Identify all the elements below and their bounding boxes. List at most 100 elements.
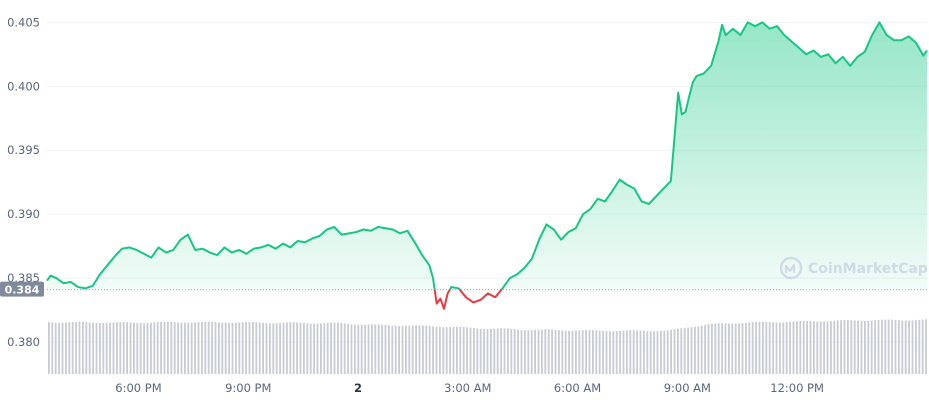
volume-bar bbox=[231, 322, 234, 374]
volume-bar bbox=[840, 320, 842, 374]
volume-bar bbox=[680, 328, 683, 374]
price-line-down bbox=[433, 289, 503, 310]
volume-bar bbox=[156, 322, 159, 374]
volume-bar bbox=[643, 330, 645, 374]
volume-bar bbox=[116, 322, 118, 374]
volume-bar bbox=[316, 323, 319, 374]
volume-bar bbox=[670, 329, 672, 374]
volume-bar bbox=[673, 329, 676, 374]
volume-bar bbox=[214, 322, 217, 374]
volume-bar bbox=[105, 323, 108, 374]
volume-bar bbox=[449, 327, 451, 374]
volume-bar bbox=[245, 322, 247, 374]
volume-bar bbox=[636, 330, 638, 374]
volume-bar bbox=[347, 323, 349, 374]
volume-bar bbox=[323, 323, 326, 374]
volume-bar bbox=[469, 327, 472, 374]
volume-bar bbox=[408, 325, 411, 374]
baseline-price-badge: 0.384 bbox=[0, 281, 44, 297]
volume-bar bbox=[874, 320, 876, 374]
volume-bar bbox=[143, 323, 145, 374]
volume-bar bbox=[51, 322, 54, 374]
volume-bar bbox=[126, 322, 128, 374]
volume-bar bbox=[466, 327, 468, 374]
volume-bar bbox=[745, 322, 747, 374]
volume-bar bbox=[82, 321, 84, 374]
volume-bar bbox=[95, 322, 98, 374]
volume-bar bbox=[265, 323, 268, 374]
volume-bar bbox=[146, 323, 149, 374]
volume-bar bbox=[211, 321, 213, 374]
volume-bar bbox=[571, 330, 574, 374]
volume-bar bbox=[768, 322, 771, 374]
volume-bar bbox=[428, 326, 431, 374]
volume-bar bbox=[228, 323, 230, 374]
volume-bar bbox=[272, 323, 275, 374]
volume-bar bbox=[867, 320, 870, 374]
volume-bar bbox=[112, 322, 115, 374]
volume-bar bbox=[592, 330, 594, 374]
volume-bar bbox=[374, 324, 377, 374]
volume-bar bbox=[853, 320, 856, 374]
volume-bar bbox=[207, 321, 210, 374]
volume-bar bbox=[809, 321, 812, 374]
volume-bar bbox=[292, 322, 295, 374]
volume-bar bbox=[282, 322, 285, 374]
coinmarketcap-watermark: CoinMarketCap bbox=[779, 256, 928, 280]
volume-bar bbox=[921, 319, 924, 374]
volume-bar bbox=[772, 322, 774, 374]
volume-bar bbox=[891, 319, 893, 374]
volume-bar bbox=[534, 329, 536, 374]
volume-bar bbox=[728, 323, 730, 374]
volume-bar bbox=[445, 327, 448, 374]
volume-bar bbox=[605, 331, 608, 374]
volume-bar bbox=[391, 325, 394, 374]
volume-bar bbox=[588, 329, 591, 374]
x-tick-label: 6:00 AM bbox=[554, 381, 601, 395]
volume-bar bbox=[252, 322, 254, 374]
price-line-up bbox=[46, 21, 928, 290]
volume-bar bbox=[551, 329, 553, 374]
volume-bar bbox=[656, 331, 659, 374]
volume-bar bbox=[248, 321, 251, 374]
volume-bar bbox=[894, 319, 897, 374]
volume-bar bbox=[925, 319, 927, 374]
volume-bar bbox=[109, 322, 111, 374]
volume-bar bbox=[432, 326, 434, 374]
volume-bar bbox=[235, 322, 237, 374]
volume-bar bbox=[241, 322, 244, 374]
volume-bar bbox=[394, 325, 397, 374]
volume-bar bbox=[833, 320, 836, 374]
volume-bar bbox=[660, 330, 662, 374]
volume-bar bbox=[646, 331, 649, 374]
volume-bar bbox=[547, 329, 550, 374]
volume-bar bbox=[904, 320, 907, 374]
volume-bar bbox=[303, 323, 305, 374]
volume-bar bbox=[500, 328, 502, 374]
volume-bar bbox=[575, 330, 577, 374]
volume-bar bbox=[371, 324, 373, 374]
volume-bar bbox=[775, 322, 778, 374]
volume-bar bbox=[119, 322, 122, 374]
volume-bar bbox=[92, 322, 94, 374]
volume-bar bbox=[541, 329, 543, 374]
volume-bar bbox=[85, 322, 88, 374]
volume-bar bbox=[843, 319, 846, 374]
volume-bar bbox=[615, 331, 618, 374]
volume-bar bbox=[456, 326, 458, 374]
volume-bar bbox=[741, 323, 744, 374]
volume-bar bbox=[102, 323, 105, 374]
volume-bar bbox=[639, 330, 642, 374]
volume-bar bbox=[785, 322, 788, 374]
volume-bar bbox=[823, 321, 825, 374]
volume-bar bbox=[364, 324, 366, 374]
volume-bar bbox=[870, 320, 873, 374]
volume-bar bbox=[724, 323, 727, 374]
volume-bar bbox=[415, 325, 417, 374]
volume-bar bbox=[388, 325, 390, 374]
volume-bar bbox=[184, 322, 186, 374]
volume-bar bbox=[218, 322, 220, 374]
volume-bar bbox=[204, 321, 207, 374]
volume-bar bbox=[167, 321, 169, 374]
volume-bar bbox=[180, 322, 183, 374]
